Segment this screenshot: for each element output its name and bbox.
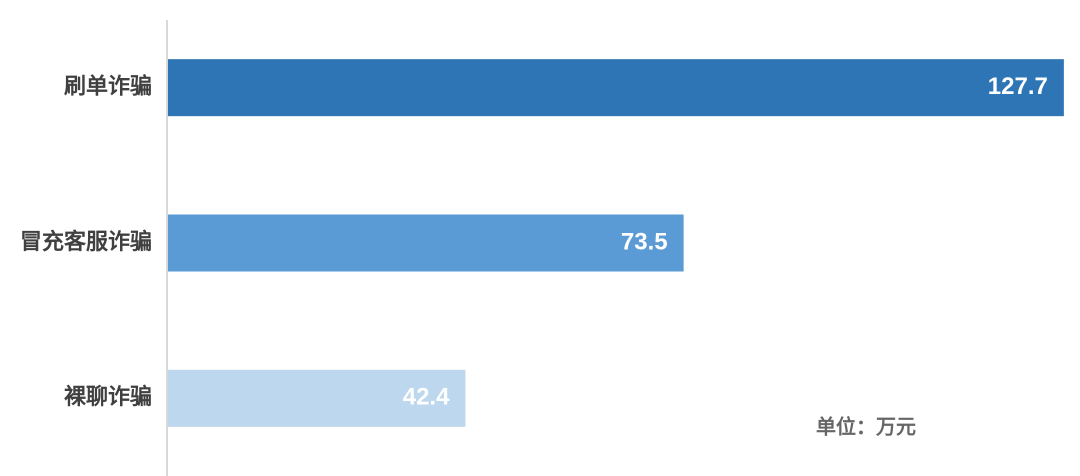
category-label: 裸聊诈骗 (64, 384, 152, 409)
bar (168, 369, 466, 427)
bar (168, 59, 1064, 117)
unit-annotation: 单位：万元 (816, 414, 916, 438)
value-label: 42.4 (403, 384, 450, 411)
category-label: 刷单诈骗 (64, 73, 152, 98)
category-label: 冒充客服诈骗 (20, 229, 152, 254)
value-label: 73.5 (621, 228, 668, 255)
bar (168, 214, 684, 272)
value-label: 127.7 (988, 73, 1048, 100)
